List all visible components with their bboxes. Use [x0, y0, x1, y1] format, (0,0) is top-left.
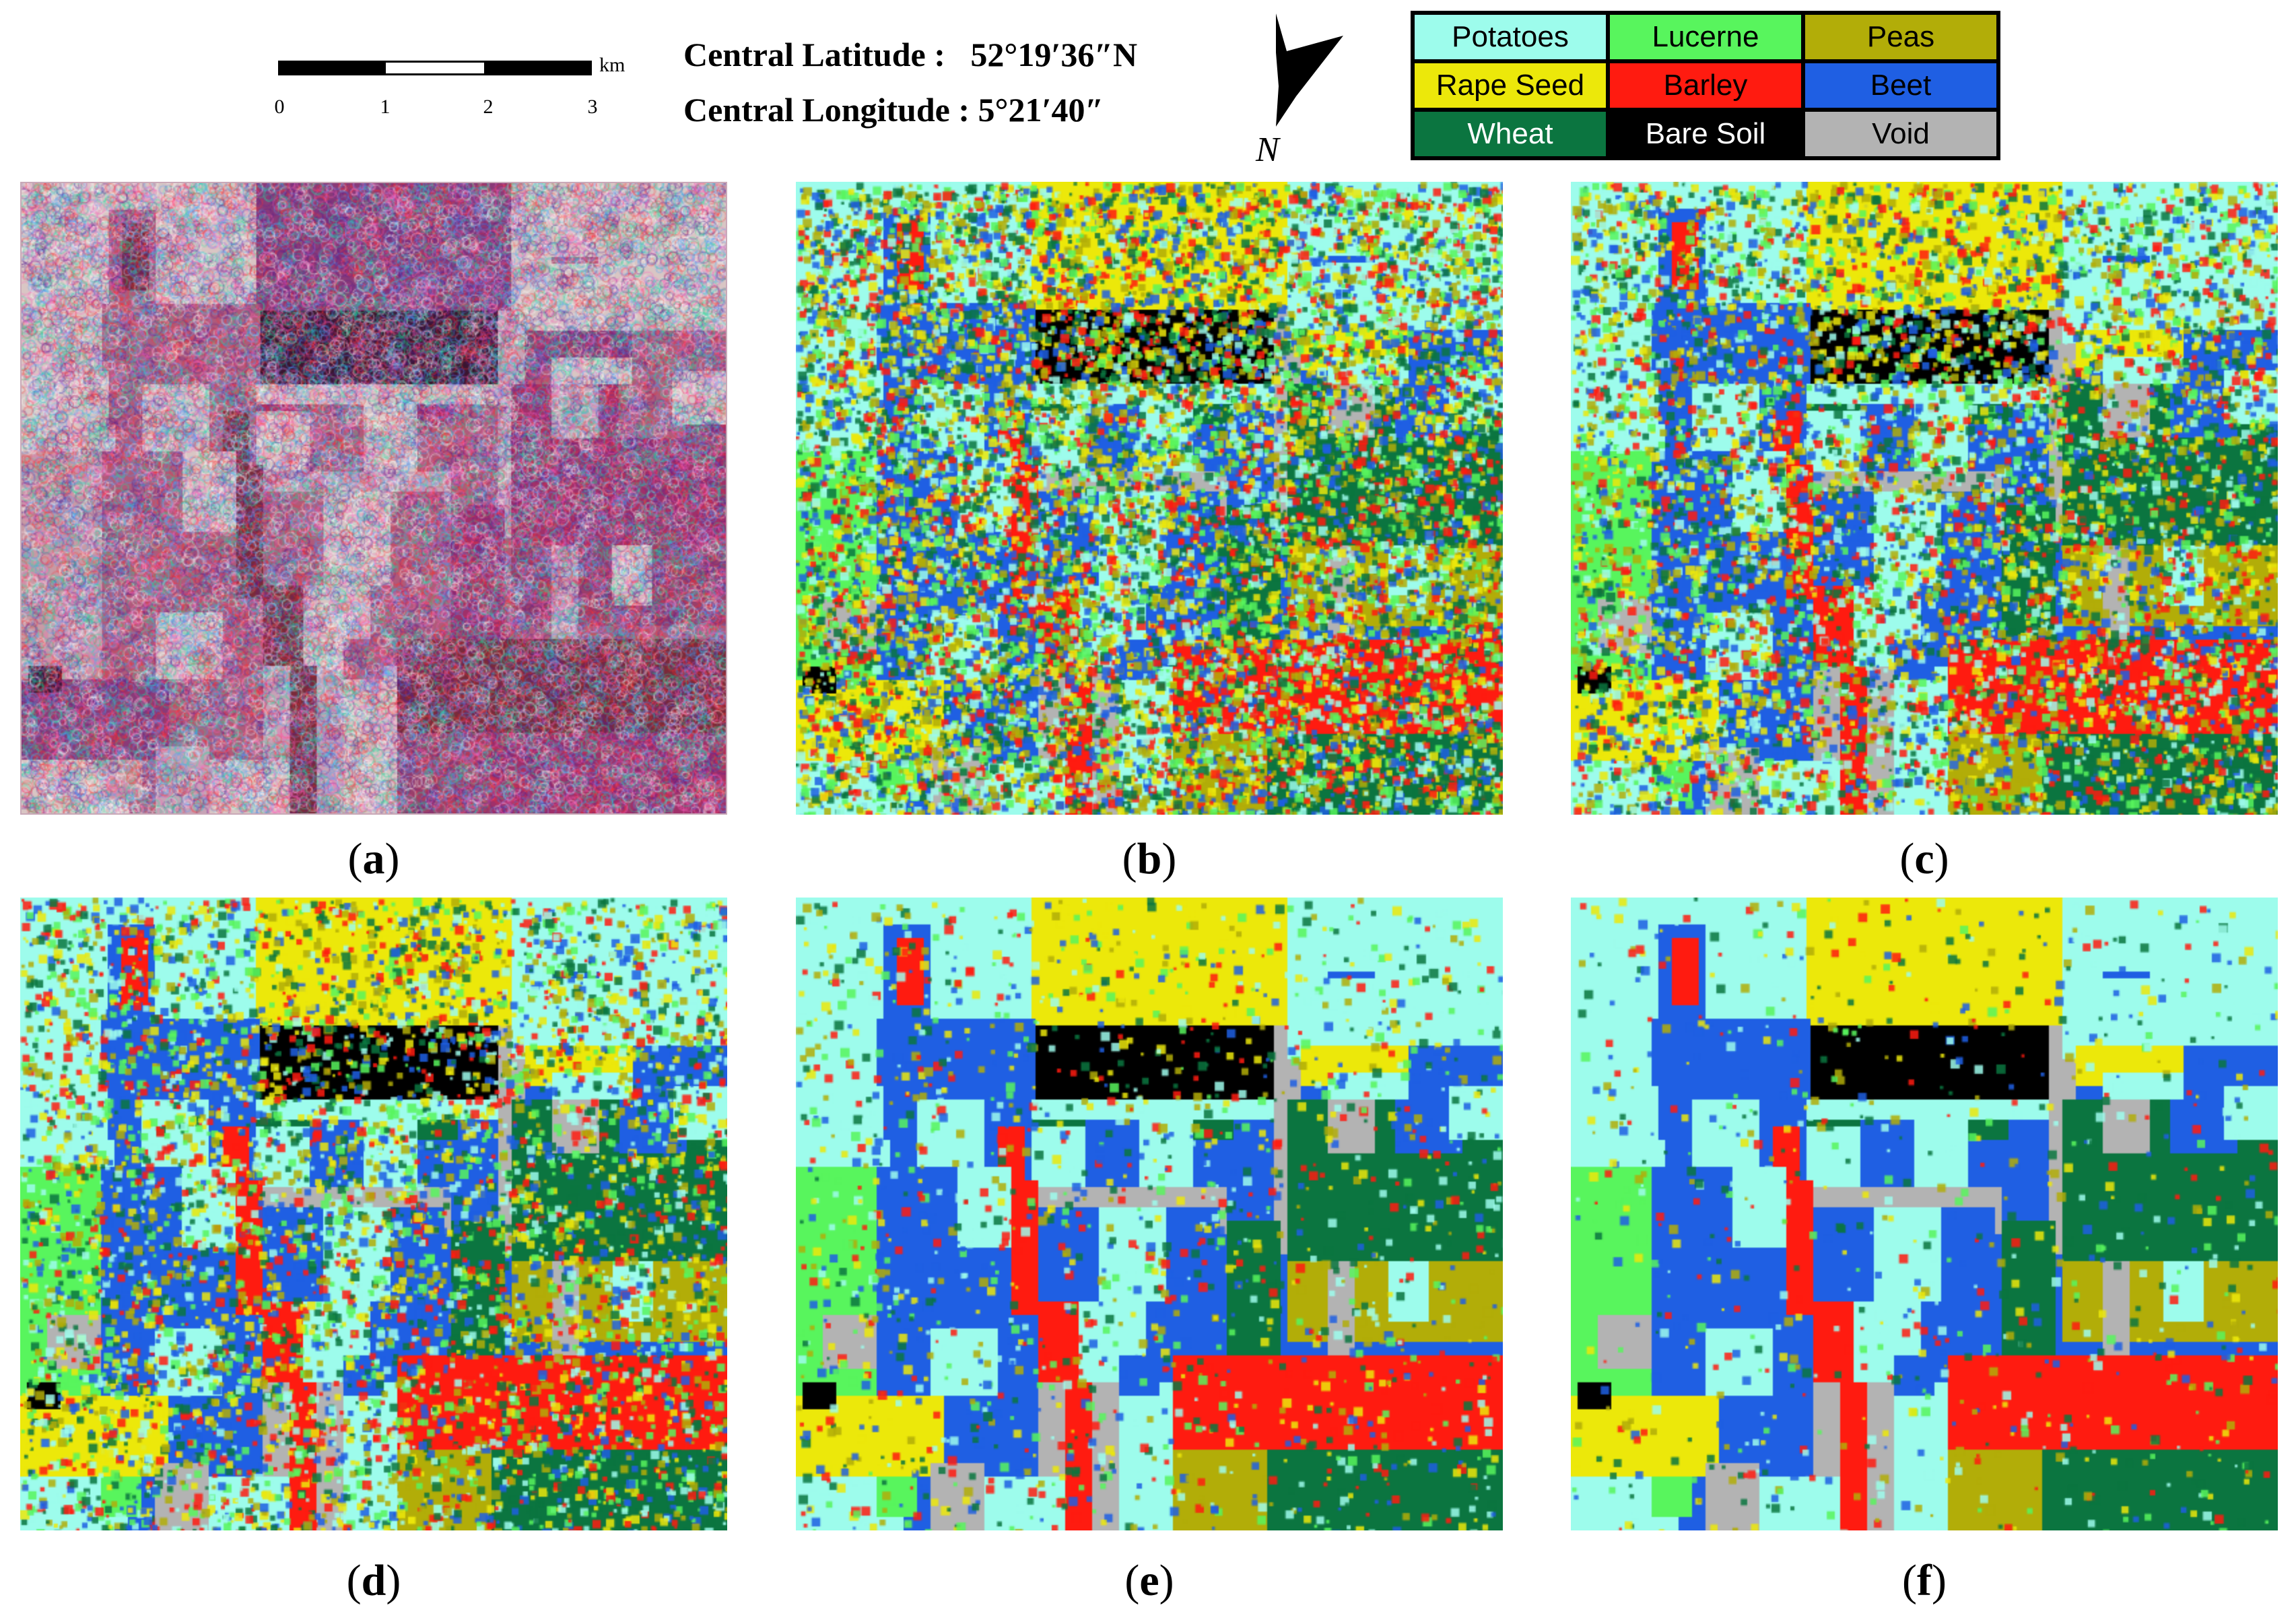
- panel-e: [796, 898, 1503, 1530]
- panel-d: [20, 898, 727, 1530]
- latitude-row: Central Latitude : 52°19′36″N: [683, 27, 1137, 82]
- caption-a: (a): [347, 834, 400, 883]
- legend-item-bare-soil: Bare Soil: [1608, 110, 1803, 158]
- north-arrow: N: [1249, 12, 1357, 174]
- scale-segment-white: [384, 61, 486, 75]
- caption-c: (c): [1899, 834, 1949, 883]
- legend-item-rape-seed: Rape Seed: [1413, 61, 1608, 110]
- scale-bar: 0 1 2 3 km: [266, 40, 643, 118]
- scale-unit: km: [599, 54, 626, 76]
- legend-item-void: Void: [1803, 110, 1998, 158]
- north-arrow-icon: [1276, 13, 1343, 127]
- legend-item-barley: Barley: [1608, 61, 1803, 110]
- classification-map-canvas: [1571, 898, 2278, 1530]
- scale-tick-1: 1: [380, 96, 391, 118]
- legend: Potatoes Lucerne Peas Rape Seed Barley Beet Wh…: [1411, 11, 2000, 160]
- panel-c: [1571, 182, 2278, 815]
- panel-b: [796, 182, 1503, 815]
- longitude-label: Central Longitude :: [683, 91, 970, 129]
- legend-item-beet: Beet: [1803, 61, 1998, 110]
- legend-item-wheat: Wheat: [1413, 110, 1608, 158]
- panel-a: [20, 182, 727, 815]
- scale-tick-3: 3: [587, 96, 598, 118]
- north-label: N: [1256, 131, 1279, 169]
- scale-segment-black: [278, 61, 386, 75]
- legend-item-peas: Peas: [1803, 13, 1998, 61]
- legend-item-potatoes: Potatoes: [1413, 13, 1608, 61]
- latitude-label: Central Latitude :: [683, 36, 945, 73]
- panel-f: [1571, 898, 2278, 1530]
- caption-e: (e): [1124, 1556, 1174, 1605]
- scale-tick-2: 2: [483, 96, 494, 118]
- scale-segment-black: [484, 61, 592, 75]
- longitude-value: 5°21′40″: [978, 91, 1104, 129]
- caption-f: (f): [1902, 1556, 1947, 1605]
- caption-b: (b): [1122, 834, 1177, 883]
- sar-image-canvas: [22, 183, 726, 813]
- scale-tick-0: 0: [274, 96, 285, 118]
- classification-map-canvas: [1571, 182, 2278, 815]
- classification-map-canvas: [796, 898, 1503, 1530]
- longitude-row: Central Longitude : 5°21′40″: [683, 82, 1137, 137]
- legend-item-lucerne: Lucerne: [1608, 13, 1803, 61]
- central-coordinates: Central Latitude : 52°19′36″N Central Lo…: [683, 27, 1137, 137]
- latitude-value: 52°19′36″N: [970, 36, 1138, 73]
- classification-map-canvas: [20, 898, 727, 1530]
- caption-d: (d): [346, 1556, 401, 1605]
- classification-map-canvas: [796, 182, 1503, 815]
